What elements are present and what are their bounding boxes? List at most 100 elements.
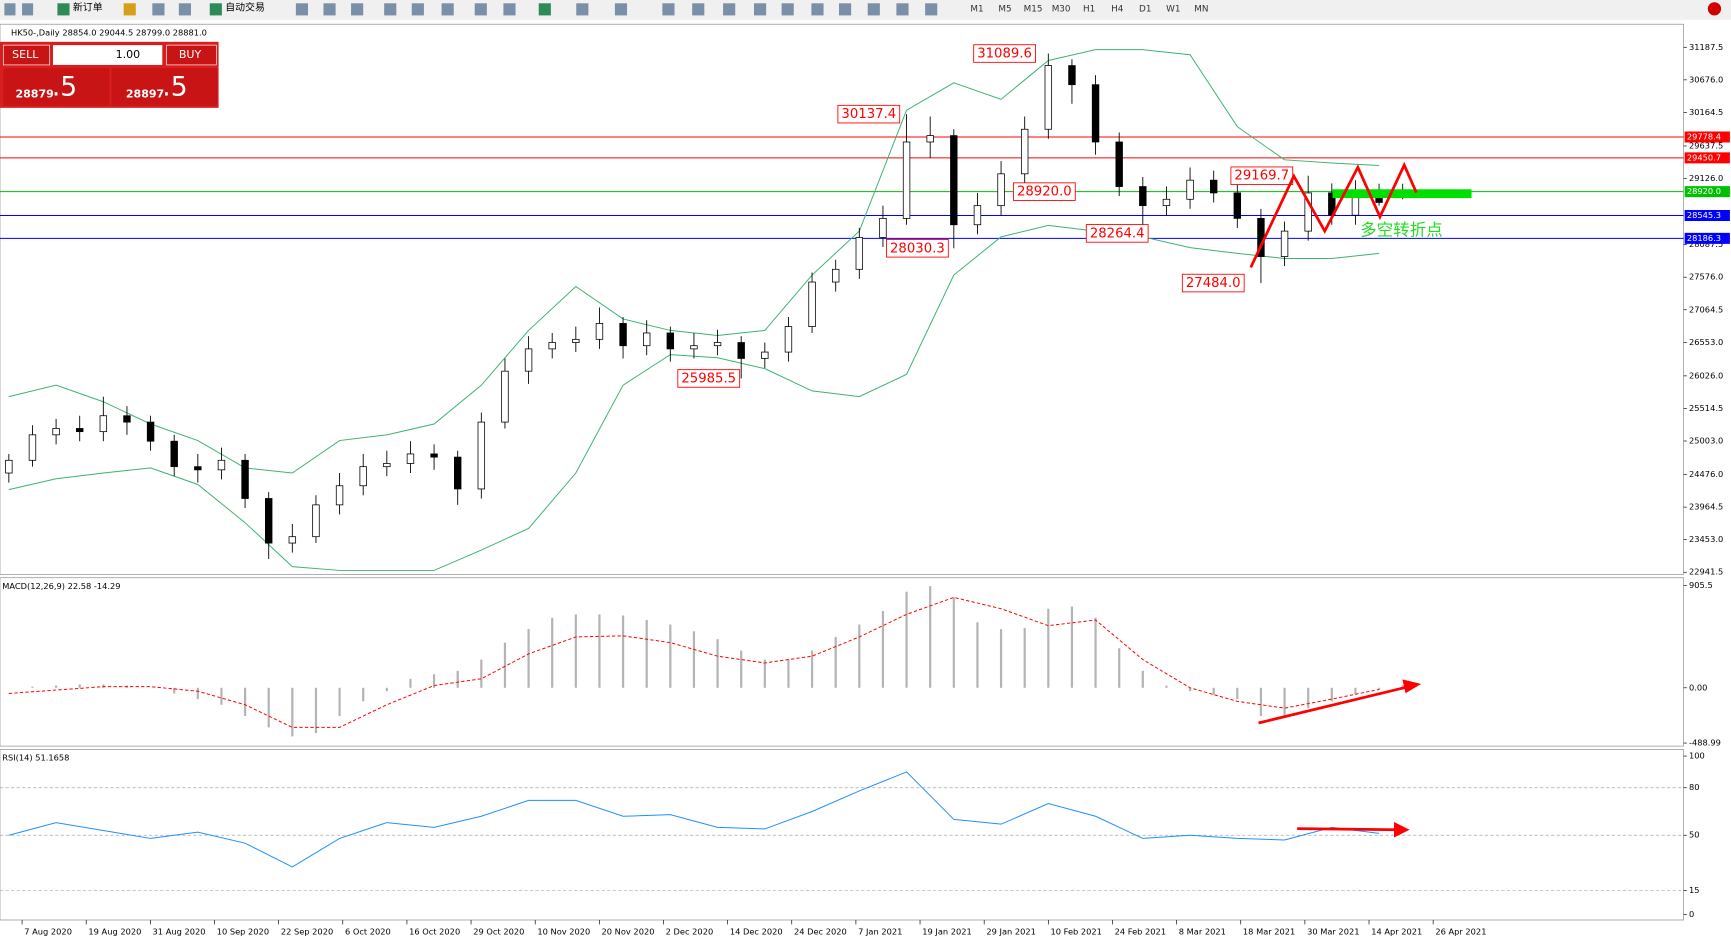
timeframe-button[interactable]: W1 <box>1166 4 1180 14</box>
icon[interactable] <box>692 3 705 16</box>
sell-price[interactable] <box>3 68 110 106</box>
price-annotation <box>837 104 901 124</box>
candle-body <box>619 323 627 347</box>
y-tick-label: -488.99 <box>1689 738 1721 748</box>
alert-icon[interactable] <box>1707 2 1722 16</box>
y-tick-label: 23964.5 <box>1689 502 1723 512</box>
price-annotation <box>886 239 949 258</box>
sell-label[interactable]: SELL <box>12 48 39 61</box>
candle-body <box>1091 84 1100 143</box>
plot-layer: HK50-,Daily 28854.0 29044.5 28799.0 2888… <box>0 28 1730 937</box>
icon[interactable] <box>867 3 880 16</box>
annotation-label: 29169.7 <box>1234 169 1289 184</box>
timeframe-button[interactable]: MN <box>1194 4 1208 14</box>
icon[interactable] <box>576 3 589 16</box>
icon[interactable] <box>896 3 909 16</box>
candle-body <box>1162 198 1171 207</box>
rsi-arrow <box>1297 827 1400 832</box>
icon[interactable] <box>839 3 852 16</box>
icon[interactable] <box>351 3 364 16</box>
icon[interactable] <box>503 3 516 16</box>
x-tick-label: 30 Mar 2021 <box>1307 927 1359 937</box>
icon[interactable] <box>723 3 736 16</box>
y-tick-label: 26553.0 <box>1689 337 1723 347</box>
price-annotation <box>973 44 1036 63</box>
lots[interactable]: 1.00 <box>116 48 141 61</box>
icon[interactable] <box>123 3 136 16</box>
icon[interactable] <box>4 3 16 16</box>
timeframe-button[interactable]: M5 <box>998 4 1011 14</box>
icon[interactable] <box>295 3 309 16</box>
candle-body <box>1115 141 1123 187</box>
icon[interactable] <box>178 3 191 16</box>
buy-button[interactable] <box>166 44 217 66</box>
timeframe-button[interactable]: H1 <box>1083 4 1095 14</box>
toolbar-icons <box>4 2 1722 16</box>
candle-body <box>1068 65 1076 86</box>
icon[interactable] <box>441 3 454 16</box>
candle-body <box>477 421 486 490</box>
annotation-label: 27484.0 <box>1186 276 1241 291</box>
timeframe-button[interactable]: M1 <box>970 4 983 14</box>
timeframe-button[interactable]: M15 <box>1024 4 1043 14</box>
annotation-label: 30137.4 <box>841 107 896 122</box>
level-label: 29778.4 <box>1687 132 1721 142</box>
candle-body <box>548 342 556 350</box>
icon[interactable] <box>925 3 938 16</box>
toolbar-button[interactable]: 新订单 <box>73 1 103 14</box>
y-tick-label: 25514.5 <box>1689 403 1723 413</box>
icon[interactable] <box>411 3 424 16</box>
toolbar-button[interactable]: 自动交易 <box>225 1 265 14</box>
indicator-title: RSI(14) 51.1658 <box>2 753 69 763</box>
candle-body <box>1280 230 1289 257</box>
y-tick-label: 31187.5 <box>1689 42 1723 52</box>
icon[interactable] <box>57 3 70 16</box>
icon[interactable] <box>209 3 222 16</box>
icon[interactable] <box>323 3 336 16</box>
icon[interactable] <box>474 3 487 16</box>
icon[interactable] <box>811 3 824 16</box>
icon[interactable] <box>152 3 165 16</box>
candle-body <box>217 459 226 471</box>
x-tick-label: 7 Aug 2020 <box>24 927 72 937</box>
candle-body <box>524 348 533 372</box>
candle-body <box>76 428 84 433</box>
timeframe-button[interactable]: D1 <box>1139 4 1151 14</box>
lots-field[interactable] <box>52 45 163 65</box>
candle-body <box>123 415 131 423</box>
icon[interactable] <box>781 3 794 16</box>
icon[interactable] <box>662 3 675 16</box>
price-annotation <box>1012 182 1076 201</box>
y-tick-label: 15 <box>1689 885 1700 895</box>
level-tag <box>1684 209 1730 221</box>
toolbar <box>0 0 1731 20</box>
y-tick-label: 24476.0 <box>1689 469 1723 479</box>
candle-body <box>359 466 367 487</box>
icon[interactable] <box>754 3 767 16</box>
sell-button[interactable] <box>2 44 51 66</box>
red-zigzag <box>1249 161 1418 268</box>
icon[interactable] <box>538 3 551 16</box>
y-tick-label: 100 <box>1689 751 1705 761</box>
candle-body <box>713 342 722 347</box>
timeframe-button[interactable]: H4 <box>1111 4 1124 14</box>
note: 多空转折点 <box>1360 221 1443 240</box>
y-tick-label: 29126.0 <box>1689 173 1723 183</box>
price-annotation <box>1181 273 1245 293</box>
buy-price[interactable] <box>111 68 218 106</box>
candle-body <box>265 498 273 544</box>
icon[interactable] <box>614 3 628 16</box>
icon[interactable] <box>22 3 34 16</box>
candle-body <box>926 135 934 143</box>
ask: 28897 <box>126 88 164 101</box>
candle-body <box>572 338 580 343</box>
candle-body <box>1186 179 1194 200</box>
x-tick-label: 14 Dec 2020 <box>730 927 783 937</box>
buy-label[interactable]: BUY <box>179 48 202 61</box>
candle-body <box>784 326 793 353</box>
arrow-head <box>1402 679 1422 694</box>
timeframe-button[interactable]: M30 <box>1052 4 1071 14</box>
x-tick-label: 22 Sep 2020 <box>281 927 333 937</box>
icon[interactable] <box>384 3 397 16</box>
